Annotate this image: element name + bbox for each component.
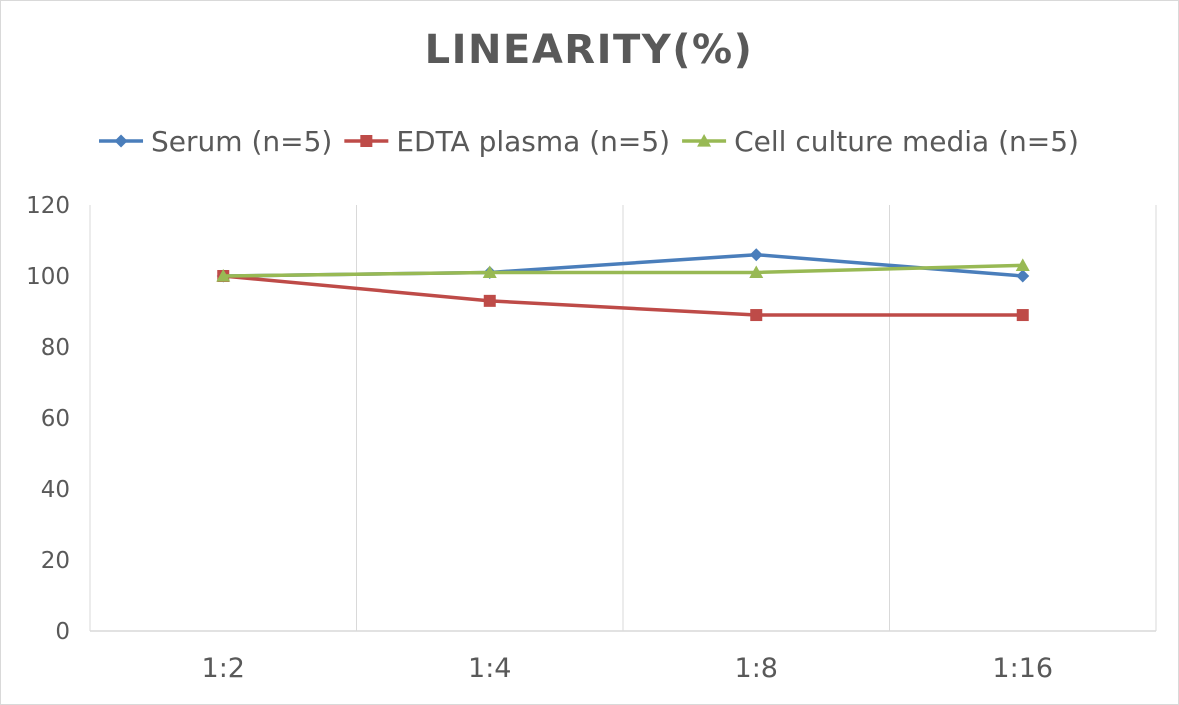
series-line [221, 263, 1025, 278]
series-2 [217, 270, 1029, 322]
data-point [216, 269, 231, 282]
data-point [483, 294, 496, 307]
legend-label: Serum (n=5) [151, 125, 332, 158]
y-tick-label: 80 [41, 335, 70, 361]
legend-swatch-marker [114, 134, 128, 148]
y-tick-label: 20 [41, 548, 70, 574]
series-3 [216, 258, 1030, 282]
y-tick-label: 40 [41, 477, 70, 503]
data-point [1016, 269, 1030, 283]
x-category-label: 1:4 [468, 653, 511, 684]
y-axis: 0 20 40 60 80 100 120 [26, 193, 70, 645]
legend-label: EDTA plasma (n=5) [396, 125, 670, 158]
series-line [221, 274, 1025, 317]
data-point [749, 248, 763, 262]
legend-swatch-marker [360, 135, 373, 147]
chart-title: LINEARITY(%) [425, 27, 754, 73]
legend-item-3: Cell culture media (n=5) [682, 125, 1079, 158]
x-category-label: 1:8 [735, 653, 778, 684]
data-point [482, 265, 497, 279]
x-category-label: 1:2 [202, 653, 245, 684]
legend-label: Cell culture media (n=5) [734, 125, 1079, 158]
y-tick-label: 0 [55, 619, 70, 645]
legend-item-1: Serum (n=5) [99, 125, 332, 158]
y-tick-label: 60 [41, 406, 70, 432]
series-group [216, 248, 1030, 322]
data-point [1016, 309, 1029, 322]
data-point [1015, 258, 1030, 271]
legend: Serum (n=5) EDTA plasma (n=5) Cell culture… [99, 125, 1079, 158]
y-tick-label: 120 [26, 193, 70, 219]
x-axis: 1:2 1:4 1:8 1:16 [202, 653, 1054, 684]
data-point [749, 265, 764, 279]
grid-lines [89, 205, 1157, 632]
y-tick-label: 100 [26, 264, 70, 290]
x-category-label: 1:16 [992, 653, 1053, 684]
legend-item-2: EDTA plasma (n=5) [344, 125, 670, 158]
data-point [750, 309, 763, 322]
legend-swatch-marker [697, 134, 712, 147]
